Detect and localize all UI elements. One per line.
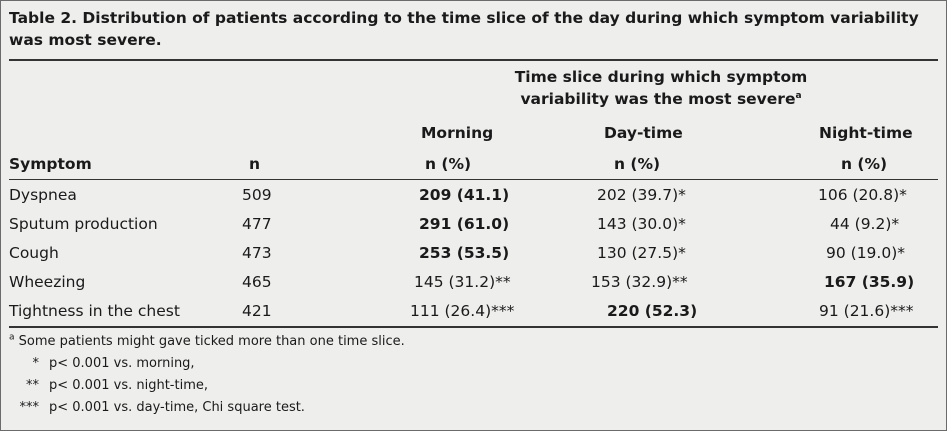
col-subheader-nighttime: n (%) xyxy=(841,155,888,173)
cell-daytime: 143 (30.0)* xyxy=(597,215,686,233)
cell-n: 465 xyxy=(242,273,272,291)
footnote-star1-mark: * xyxy=(32,356,40,371)
footnote-star2: ** p< 0.001 vs. night-time, xyxy=(9,377,208,394)
header-rule xyxy=(9,179,938,180)
col-subheader-daytime: n (%) xyxy=(614,155,661,173)
group-header-line2: variability was the most severea xyxy=(401,89,921,109)
cell-nighttime: 44 (9.2)* xyxy=(830,215,900,233)
col-header-symptom: Symptom xyxy=(9,155,92,173)
group-header-line2-text: variability was the most severe xyxy=(520,90,796,108)
cell-n: 473 xyxy=(242,244,272,262)
footnote-star1: * p< 0.001 vs. morning, xyxy=(9,355,195,372)
col-header-daytime: Day-time xyxy=(604,124,683,142)
footnote-star2-text: p< 0.001 vs. night-time, xyxy=(49,378,208,393)
footnote-star3-mark: *** xyxy=(19,400,40,415)
cell-daytime: 220 (52.3) xyxy=(607,302,698,320)
cell-symptom: Dyspnea xyxy=(9,186,77,204)
cell-symptom: Wheezing xyxy=(9,273,86,291)
cell-nighttime: 90 (19.0)* xyxy=(826,244,906,262)
footnote-star1-text: p< 0.001 vs. morning, xyxy=(49,356,195,371)
footnote-a-text: Some patients might gave ticked more tha… xyxy=(18,334,405,349)
cell-nighttime: 91 (21.6)*** xyxy=(819,302,914,320)
footnote-star2-mark: ** xyxy=(26,378,39,393)
col-subheader-morning: n (%) xyxy=(425,155,472,173)
footnote-a: a Some patients might gave ticked more t… xyxy=(9,333,405,350)
group-header-line1: Time slice during which symptom xyxy=(514,68,808,86)
cell-morning: 253 (53.5) xyxy=(419,244,510,262)
footnote-a-marker: a xyxy=(795,90,802,101)
cell-morning: 111 (26.4)*** xyxy=(410,302,515,320)
top-rule xyxy=(9,59,938,61)
cell-n: 421 xyxy=(242,302,272,320)
table-caption: Table 2. Distribution of patients accord… xyxy=(9,9,919,49)
col-header-n: n xyxy=(249,155,261,173)
cell-daytime: 202 (39.7)* xyxy=(597,186,686,204)
cell-morning: 209 (41.1) xyxy=(419,186,510,204)
footnote-star3: *** p< 0.001 vs. day-time, Chi square tes… xyxy=(9,399,305,416)
cell-morning: 145 (31.2)** xyxy=(414,273,511,291)
cell-nighttime: 167 (35.9) xyxy=(824,273,915,291)
bottom-rule xyxy=(9,326,938,328)
footnote-a-mark: a xyxy=(9,332,15,343)
cell-symptom: Cough xyxy=(9,244,59,262)
cell-nighttime: 106 (20.8)* xyxy=(818,186,907,204)
footnote-star3-text: p< 0.001 vs. day-time, Chi square test. xyxy=(49,400,305,415)
cell-daytime: 153 (32.9)** xyxy=(591,273,688,291)
cell-symptom: Tightness in the chest xyxy=(9,302,180,320)
cell-morning: 291 (61.0) xyxy=(419,215,510,233)
cell-symptom: Sputum production xyxy=(9,215,158,233)
cell-n: 477 xyxy=(242,215,272,233)
cell-n: 509 xyxy=(242,186,272,204)
col-header-nighttime: Night-time xyxy=(819,124,913,142)
cell-daytime: 130 (27.5)* xyxy=(597,244,686,262)
col-header-morning: Morning xyxy=(421,124,494,142)
